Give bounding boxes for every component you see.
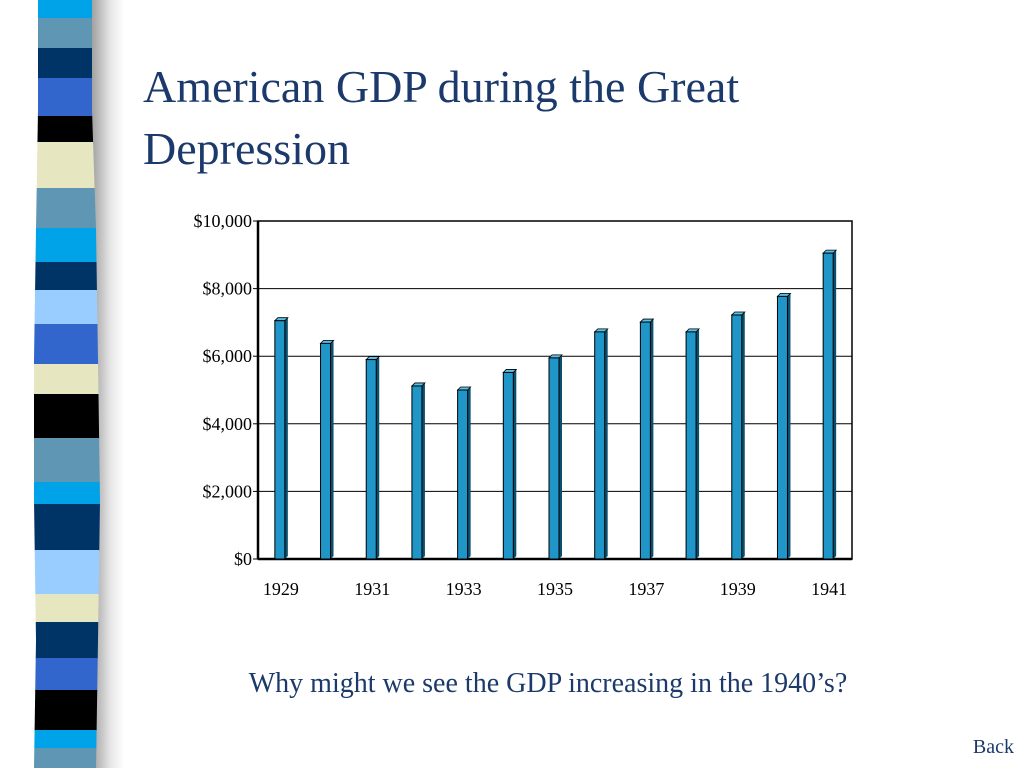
bar-1941 — [822, 249, 838, 560]
stripe-segment — [34, 18, 100, 49]
stripe-segment — [34, 748, 100, 768]
bar-1933 — [456, 386, 472, 560]
stripe-segment — [34, 504, 100, 551]
y-tick-label: $10,000 — [194, 211, 253, 231]
x-tick-label: 1931 — [354, 579, 390, 599]
bar-1940 — [776, 292, 792, 560]
stripe-segment — [34, 364, 100, 395]
y-tick-label: $4,000 — [203, 414, 253, 434]
stripe-segment — [34, 188, 100, 229]
stripe-segment — [34, 438, 100, 483]
y-tick-label: $0 — [234, 549, 252, 569]
y-tick-label: $6,000 — [203, 346, 253, 366]
x-tick-label: 1929 — [263, 579, 299, 599]
stripe-segment — [34, 48, 100, 79]
bar-1938 — [685, 328, 701, 560]
stripe-segment — [34, 324, 100, 365]
bar-1932 — [410, 382, 426, 560]
stripe-segment — [34, 78, 100, 117]
bar-1936 — [593, 328, 609, 560]
bar-1934 — [502, 369, 518, 560]
x-tick-label: 1939 — [720, 579, 756, 599]
bar-1939 — [730, 311, 746, 560]
x-tick-label: 1941 — [811, 579, 847, 599]
bar-1937 — [639, 318, 655, 560]
x-tick-label: 1935 — [537, 579, 573, 599]
x-tick-label: 1933 — [446, 579, 482, 599]
bar-1931 — [365, 356, 381, 560]
stripe-segment — [34, 0, 100, 19]
x-tick-label: 1937 — [628, 579, 664, 599]
decorative-stripe-bar — [34, 0, 100, 768]
stripe-segment — [34, 690, 100, 731]
stripe-segment — [34, 550, 100, 595]
stripe-segment — [34, 482, 100, 505]
stripe-segment — [34, 290, 100, 325]
stripe-segment — [34, 142, 100, 189]
stripe-segment — [34, 594, 100, 623]
stripe-segment — [34, 262, 100, 291]
discussion-question: Why might we see the GDP increasing in t… — [248, 668, 848, 699]
slide-title: American GDP during the Great Depression — [143, 61, 740, 174]
stripe-segment — [34, 658, 100, 691]
bar-1930 — [319, 339, 335, 560]
stripe-segment — [34, 622, 100, 659]
stripe-segment — [34, 394, 100, 439]
y-tick-label: $2,000 — [203, 481, 253, 501]
y-tick-label: $8,000 — [203, 279, 253, 299]
stripe-segment — [34, 116, 100, 143]
stripe-segment — [34, 228, 100, 263]
stripe-segment — [34, 730, 100, 749]
back-link[interactable]: Back — [972, 736, 1014, 758]
bar-1929 — [273, 317, 289, 560]
bar-1935 — [548, 354, 563, 560]
